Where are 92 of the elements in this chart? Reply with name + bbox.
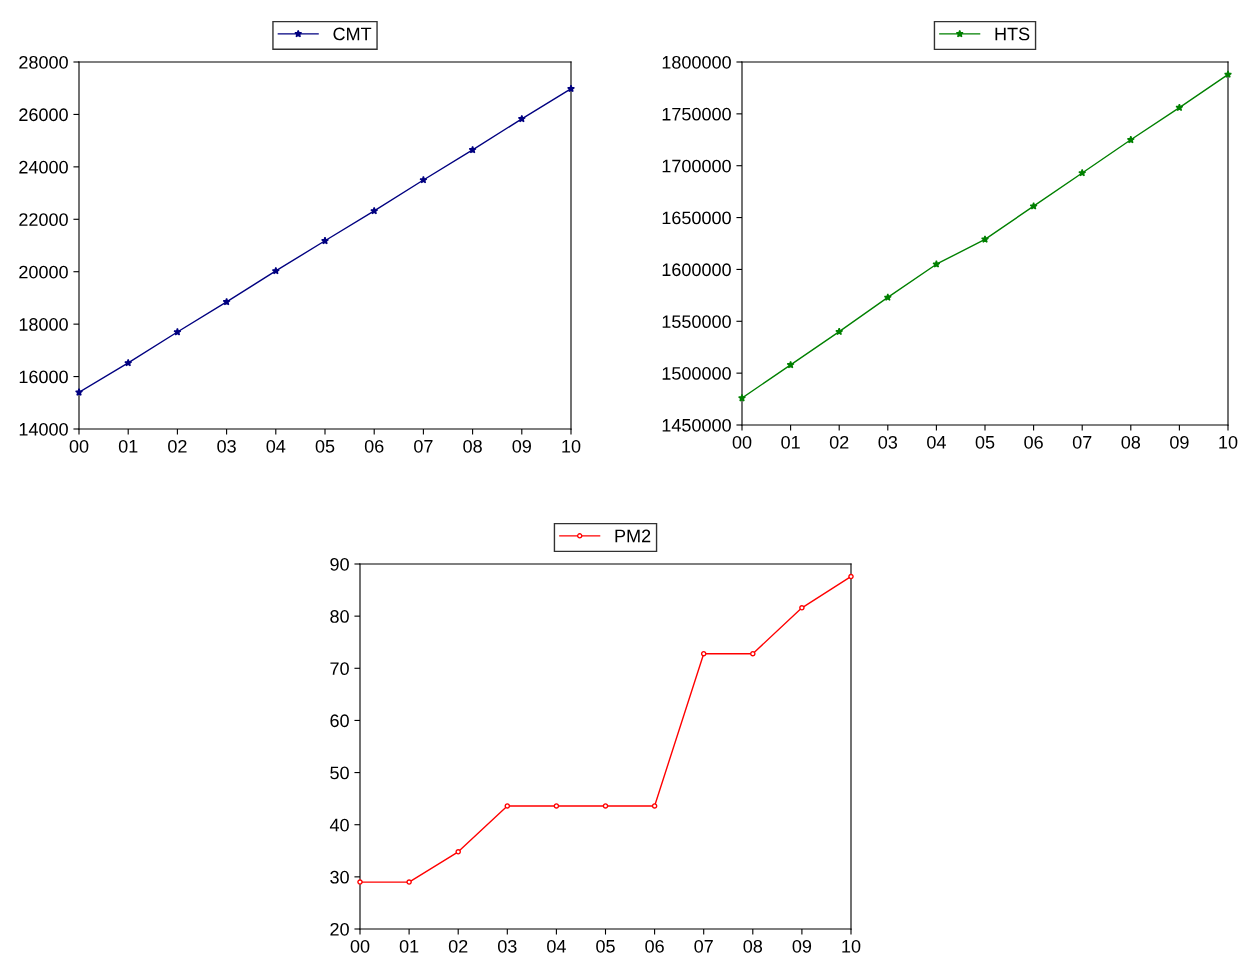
x-tick-label: 07 <box>1072 435 1092 449</box>
x-tick-label: 06 <box>645 939 664 953</box>
point <box>271 266 280 275</box>
y-tick-label: 1600000 <box>662 263 731 277</box>
y-tick-label: 1750000 <box>662 107 731 121</box>
point <box>222 297 231 306</box>
legend-label: PM2 <box>615 529 651 543</box>
point <box>468 145 477 154</box>
point <box>517 114 526 123</box>
point <box>651 803 658 809</box>
y-tick-label: 1500000 <box>662 367 731 380</box>
x-tick-label: 08 <box>1121 435 1141 449</box>
point <box>1224 70 1232 78</box>
x-tick-label: 09 <box>792 939 812 953</box>
y-tick-label: 18000 <box>19 318 68 331</box>
point <box>799 605 805 611</box>
x-tick-label: 03 <box>497 939 517 953</box>
point <box>1078 168 1087 177</box>
y-tick-label: 14000 <box>19 422 68 436</box>
x-tick-label: 02 <box>168 439 187 453</box>
x-tick-label: 02 <box>829 435 849 449</box>
y-tick-label: 70 <box>330 662 349 676</box>
x-tick-label: 10 <box>562 439 581 453</box>
point <box>370 206 379 215</box>
point <box>786 360 795 369</box>
point <box>981 235 989 243</box>
x-tick-label: 06 <box>364 439 384 453</box>
point <box>553 803 560 809</box>
x-tick-label: 00 <box>69 439 89 453</box>
point <box>75 388 83 396</box>
y-tick-label: 1650000 <box>662 211 731 225</box>
point <box>750 650 756 657</box>
point <box>883 293 892 301</box>
x-tick-label: 04 <box>547 939 566 953</box>
point <box>1126 135 1135 144</box>
x-tick-label: 06 <box>1024 435 1043 449</box>
point <box>1029 201 1038 210</box>
x-tick-label: 09 <box>512 439 531 453</box>
y-tick-label: 24000 <box>19 160 68 174</box>
y-tick-label: 22000 <box>19 213 68 227</box>
y-tick-label: 30 <box>330 870 349 884</box>
point <box>504 803 511 809</box>
point <box>321 236 329 245</box>
point <box>700 650 707 657</box>
x-tick-label: 01 <box>781 435 800 449</box>
point <box>738 393 746 402</box>
x-tick-label: 01 <box>399 939 419 953</box>
point <box>173 327 182 336</box>
x-tick-label: 08 <box>743 939 763 953</box>
point <box>835 327 844 336</box>
x-tick-label: 04 <box>927 435 946 449</box>
legend-label: CMT <box>333 27 372 41</box>
point <box>602 803 609 809</box>
x-tick-label: 09 <box>1170 435 1189 449</box>
y-tick-label: 1450000 <box>662 418 731 432</box>
y-tick-label: 1700000 <box>662 159 731 173</box>
x-tick-label: 10 <box>842 939 861 953</box>
y-tick-label: 1800000 <box>662 55 731 69</box>
point <box>124 358 133 367</box>
x-tick-label: 04 <box>266 439 286 453</box>
point <box>455 849 461 855</box>
x-tick-label: 05 <box>596 939 615 953</box>
x-tick-label: 10 <box>1219 435 1238 449</box>
y-tick-label: 16000 <box>19 370 68 384</box>
point <box>932 260 941 268</box>
y-tick-label: 90 <box>330 557 349 571</box>
x-tick-label: 02 <box>448 939 468 953</box>
x-tick-label: 00 <box>350 939 370 953</box>
x-tick-label: 01 <box>118 439 138 453</box>
x-tick-label: 05 <box>975 435 995 449</box>
y-tick-label: 1550000 <box>662 315 731 329</box>
y-tick-label: 40 <box>329 818 349 832</box>
point <box>357 879 363 885</box>
y-tick-label: 26000 <box>19 108 68 122</box>
x-tick-label: 03 <box>217 439 236 453</box>
x-tick-label: 03 <box>878 435 898 449</box>
y-tick-label: 28000 <box>19 55 68 69</box>
legend-label: HTS <box>995 27 1030 41</box>
x-tick-label: 05 <box>315 439 335 453</box>
y-tick-label: 60 <box>330 714 349 728</box>
point <box>1175 103 1184 112</box>
y-tick-label: 50 <box>330 766 349 780</box>
y-tick-label: 20 <box>330 922 349 936</box>
x-tick-label: 00 <box>732 435 752 449</box>
y-tick-label: 20000 <box>19 265 68 279</box>
point <box>406 879 412 885</box>
point <box>848 573 854 580</box>
y-tick-label: 80 <box>330 610 349 623</box>
x-tick-label: 07 <box>414 439 433 453</box>
point <box>419 175 428 184</box>
x-tick-label: 08 <box>463 439 482 453</box>
x-tick-label: 07 <box>694 939 713 953</box>
